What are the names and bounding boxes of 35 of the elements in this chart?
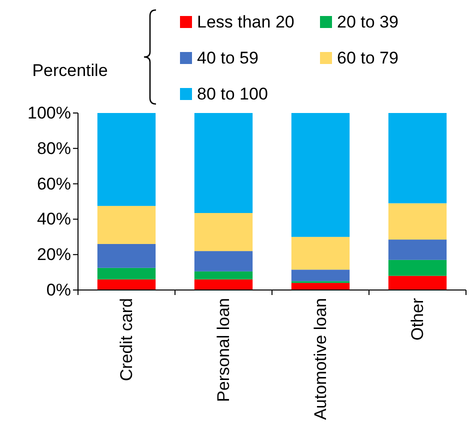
legend-title: Percentile: [32, 61, 108, 80]
bar: [97, 113, 156, 206]
bar: [194, 271, 253, 280]
bar: [194, 213, 253, 252]
bar: [97, 279, 156, 290]
y-tick-label: 80%: [36, 138, 71, 158]
y-tick-label: 60%: [36, 174, 71, 194]
x-tick-label: Automotive loan: [311, 298, 330, 420]
bar: [194, 251, 253, 272]
legend-label: 80 to 100: [197, 84, 268, 104]
legend-label: 40 to 59: [197, 48, 258, 68]
bar: [194, 279, 253, 290]
x-tick-label: Personal loan: [214, 298, 233, 402]
bar: [291, 270, 350, 282]
bar: [388, 113, 447, 204]
bar: [291, 236, 350, 270]
x-tick-label: Credit card: [117, 298, 136, 382]
legend-label: Less than 20: [197, 12, 294, 32]
x-tick-label: Other: [408, 298, 427, 341]
y-tick-label: 100%: [28, 104, 71, 122]
bar: [388, 276, 447, 290]
legend-label: 20 to 39: [337, 12, 398, 32]
bar: [388, 260, 447, 276]
bar: [291, 113, 350, 237]
y-tick-label: 0%: [46, 280, 71, 300]
bar: [388, 203, 447, 240]
legend-label: 60 to 79: [337, 48, 398, 68]
bar: [291, 282, 350, 290]
y-tick-label: 40%: [36, 210, 71, 229]
bar: [97, 206, 156, 244]
bar: [388, 240, 447, 260]
bar: [97, 244, 156, 268]
y-tick-label: 20%: [36, 245, 71, 264]
bar: [194, 113, 253, 214]
bar: [97, 268, 156, 280]
